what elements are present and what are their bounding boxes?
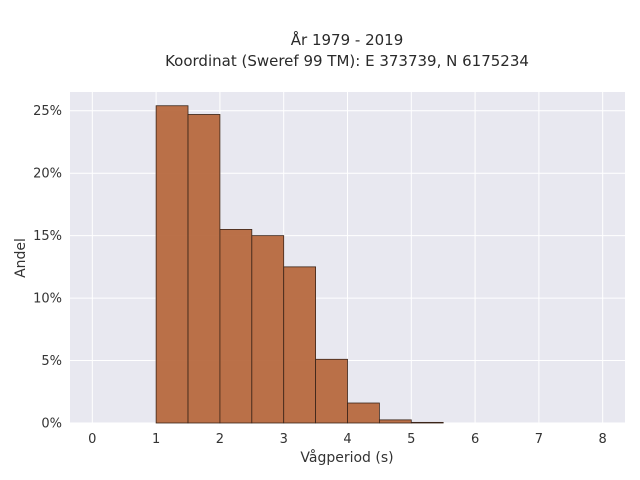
histogram-bar xyxy=(187,114,221,424)
x-tick-label: 4 xyxy=(343,432,351,447)
chart-title: År 1979 - 2019 xyxy=(291,30,404,49)
x-tick-label: 6 xyxy=(471,432,479,447)
histogram-bar xyxy=(378,419,412,424)
y-tick-label: 0% xyxy=(41,417,62,432)
x-tick-label: 5 xyxy=(407,432,415,447)
x-tick-label: 0 xyxy=(88,432,96,447)
histogram-bar xyxy=(283,266,317,424)
histogram-bar xyxy=(347,402,380,424)
histogram-bar xyxy=(219,228,253,424)
histogram-bar xyxy=(155,105,189,424)
x-tick-label: 7 xyxy=(535,432,543,447)
x-tick-label: 8 xyxy=(599,432,607,447)
x-tick-label: 2 xyxy=(216,432,224,447)
y-axis-ticks: 0% 5% 10% 15% 20% 25% xyxy=(33,104,62,431)
bars xyxy=(155,105,444,424)
x-tick-label: 1 xyxy=(152,432,160,447)
histogram-bar xyxy=(315,358,348,424)
x-axis-label: Vågperiod (s) xyxy=(300,449,393,466)
x-axis-ticks: 0 1 2 3 4 5 6 7 8 xyxy=(88,432,607,447)
histogram-bar xyxy=(251,235,285,424)
y-axis-label: Andel xyxy=(13,238,29,278)
y-tick-label: 20% xyxy=(33,167,62,182)
chart-subtitle: Koordinat (Sweref 99 TM): E 373739, N 61… xyxy=(165,52,529,70)
histogram-bar xyxy=(410,421,444,424)
y-tick-label: 15% xyxy=(33,229,62,244)
y-tick-label: 25% xyxy=(33,104,62,119)
y-tick-label: 10% xyxy=(33,292,62,307)
y-tick-label: 5% xyxy=(41,354,62,369)
x-tick-label: 3 xyxy=(280,432,288,447)
